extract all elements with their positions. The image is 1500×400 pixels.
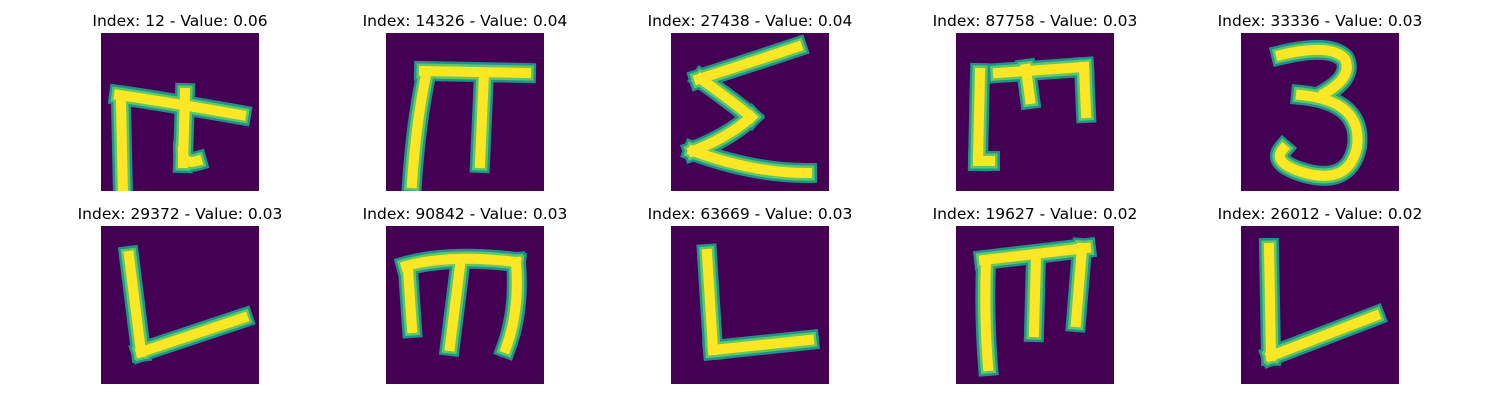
character-image xyxy=(101,33,259,191)
glyph-stroke xyxy=(418,65,532,79)
glyph-stroke xyxy=(1274,89,1363,181)
glyph-stroke xyxy=(992,61,1090,79)
glyph-stroke xyxy=(692,40,804,86)
character-image xyxy=(671,226,829,384)
character-image xyxy=(101,226,259,384)
glyph-m-curl xyxy=(386,226,544,384)
panel-title: Index: 87758 - Value: 0.03 xyxy=(932,12,1138,30)
glyph-stroke xyxy=(1263,242,1277,362)
glyph-stroke xyxy=(972,67,986,167)
character-image xyxy=(1241,33,1399,191)
glyph-stroke xyxy=(177,145,204,167)
image-background xyxy=(671,226,829,384)
glyph-stroke xyxy=(402,264,418,334)
glyph-stroke xyxy=(686,144,813,179)
glyph-pi xyxy=(386,33,544,191)
image-panel: Index: 27438 - Value: 0.04 xyxy=(620,12,880,202)
glyph-stroke xyxy=(115,97,128,191)
glyph-three xyxy=(1241,33,1399,191)
character-image xyxy=(671,33,829,191)
image-panel: Index: 14326 - Value: 0.04 xyxy=(335,12,595,202)
character-image xyxy=(1241,226,1399,384)
character-image xyxy=(956,33,1114,191)
glyph-stroke xyxy=(406,69,432,189)
character-image xyxy=(956,226,1114,384)
glyph-stroke xyxy=(1274,44,1352,100)
image-panel: Index: 19627 - Value: 0.02 xyxy=(905,205,1165,395)
glyph-sigma xyxy=(671,33,829,191)
glyph-stroke xyxy=(123,250,147,358)
glyph-stroke xyxy=(1070,242,1088,328)
panel-title: Index: 27438 - Value: 0.04 xyxy=(647,12,853,30)
image-panel: Index: 90842 - Value: 0.03 xyxy=(335,205,595,395)
glyph-l-flat xyxy=(671,226,829,384)
image-panel: Index: 29372 - Value: 0.03 xyxy=(50,205,310,395)
panel-title: Index: 90842 - Value: 0.03 xyxy=(362,205,568,223)
glyph-pi-hook xyxy=(101,33,259,191)
character-image xyxy=(386,33,544,191)
panel-title: Index: 26012 - Value: 0.02 xyxy=(1217,205,1423,223)
image-panel: Index: 87758 - Value: 0.03 xyxy=(905,12,1165,202)
glyph-stroke xyxy=(701,248,719,356)
panel-title: Index: 63669 - Value: 0.03 xyxy=(647,205,853,223)
glyph-stroke xyxy=(1028,252,1042,338)
glyph-v-check xyxy=(1241,226,1399,384)
character-image xyxy=(386,226,544,384)
panel-title: Index: 29372 - Value: 0.03 xyxy=(77,205,283,223)
glyph-stroke xyxy=(499,256,522,355)
panel-title: Index: 19627 - Value: 0.02 xyxy=(932,205,1138,223)
glyph-m-bold xyxy=(956,226,1114,384)
image-panel: Index: 12 - Value: 0.06 xyxy=(50,12,310,202)
image-panel: Index: 26012 - Value: 0.02 xyxy=(1190,205,1450,395)
glyph-stroke xyxy=(474,67,490,169)
image-panel: Index: 33336 - Value: 0.03 xyxy=(1190,12,1450,202)
image-panel: Index: 63669 - Value: 0.03 xyxy=(620,205,880,395)
panel-title: Index: 33336 - Value: 0.03 xyxy=(1217,12,1423,30)
glyph-stroke xyxy=(113,89,247,121)
glyph-stroke xyxy=(1264,309,1382,363)
panel-title: Index: 14326 - Value: 0.04 xyxy=(362,12,568,30)
glyph-m-bracket xyxy=(956,33,1114,191)
glyph-stroke xyxy=(399,253,522,273)
panel-title: Index: 12 - Value: 0.06 xyxy=(92,12,268,30)
glyph-l-slant xyxy=(101,226,259,384)
glyph-stroke xyxy=(134,311,250,359)
glyph-stroke xyxy=(1020,63,1036,105)
glyph-stroke xyxy=(980,256,994,372)
glyph-stroke xyxy=(1078,61,1092,119)
glyph-stroke xyxy=(444,260,466,352)
glyph-stroke xyxy=(707,334,815,356)
